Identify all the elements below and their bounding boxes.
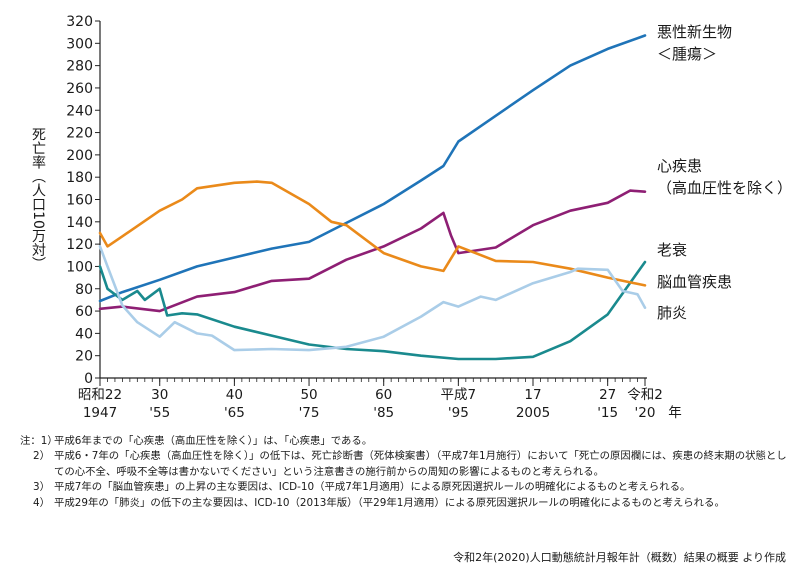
footnote-3: 3） 平成7年の「脳血管疾患」の上昇の主な要因は、ICD-10（平成7年1月適用… xyxy=(20,480,790,495)
y-tick-label: 0 xyxy=(84,371,93,387)
x-tick-label-era: 40 xyxy=(226,387,243,403)
footnote-1: 注：1） 平成6年までの「心疾患（高血圧性を除く）」は、「心疾患」である。 xyxy=(20,434,790,449)
y-tick-label: 160 xyxy=(66,193,93,209)
y-tick-label: 220 xyxy=(66,126,93,142)
x-tick-label-year: '95 xyxy=(448,405,469,421)
y-tick-label: 60 xyxy=(75,304,93,320)
footnote-2: 2） 平成6・7年の「心疾患（高血圧性を除く）」の低下は、死亡診断書（死体検案書… xyxy=(20,449,790,480)
footnote-1-marker: 注：1） xyxy=(20,435,58,447)
y-tick-label: 320 xyxy=(66,14,93,30)
y-tick-label: 120 xyxy=(66,237,93,253)
y-tick-label: 140 xyxy=(66,215,93,231)
footnote-1-text: 平成6年までの「心疾患（高血圧性を除く）」は、「心疾患」である。 xyxy=(54,435,373,447)
series-label-1: ＜腫瘍＞ xyxy=(657,45,717,63)
x-tick-label-year: '55 xyxy=(149,405,170,421)
x-tick-label-year: '20 xyxy=(635,405,656,421)
footnote-4: 4） 平成29年の「肺炎」の低下の主な要因は、ICD-10（2013年版）（平2… xyxy=(20,496,790,511)
y-tick-label: 200 xyxy=(66,148,93,164)
series-label-2: 心疾患 xyxy=(657,157,702,175)
x-tick-label-year: 1947 xyxy=(83,405,117,421)
y-axis-label: 死亡率（人口10万対） xyxy=(30,127,46,271)
series-label-3: 老衰 xyxy=(657,241,687,259)
footnote-2-marker: 2） xyxy=(32,450,50,463)
footnote-2-text: 平成6・7年の「心疾患（高血圧性を除く）」の低下は、死亡診断書（死体検案書）（平… xyxy=(54,450,787,478)
series-label-1: 悪性新生物 xyxy=(657,23,732,41)
y-tick-label: 40 xyxy=(75,326,93,342)
x-tick-label-era: 昭和22 xyxy=(78,387,122,403)
y-tick-label: 80 xyxy=(75,282,93,298)
x-tick-label-year: '15 xyxy=(597,405,618,421)
series-label-5: 肺炎 xyxy=(657,304,687,322)
series-label-2: （高血圧性を除く） xyxy=(657,179,792,197)
x-tick-label-era: 50 xyxy=(300,387,317,403)
series-line-3 xyxy=(98,260,647,361)
series-line-2 xyxy=(98,189,647,313)
footnote-3-marker: 3） xyxy=(32,481,50,494)
x-tick-label-era: 平成7 xyxy=(441,387,477,403)
x-tick-label-year: '65 xyxy=(224,405,245,421)
y-tick-label: 300 xyxy=(66,36,93,52)
x-tick-label-era: 60 xyxy=(375,387,392,403)
series-line-1 xyxy=(98,34,647,303)
x-axis-label: 年 xyxy=(668,405,682,421)
footnote-4-text: 平成29年の「肺炎」の低下の主な要因は、ICD-10（2013年版）（平29年1… xyxy=(54,496,725,509)
series-line-5 xyxy=(98,245,647,352)
source-citation: 令和2年(2020)人口動態統計月報年計（概数）結果の概要 より作成 xyxy=(453,551,786,564)
x-tick-label-era: 27 xyxy=(599,387,616,403)
footnote-4-marker: 4） xyxy=(32,496,50,509)
y-tick-label: 100 xyxy=(66,259,93,275)
series-label-4: 脳血管疾患 xyxy=(657,273,732,291)
line-chart: 0 20 40 60 80 100 120 140 160 180 200 220 240 260 280 3… xyxy=(30,14,792,421)
series-line-4 xyxy=(98,180,647,287)
footnote-3-text: 平成7年の「脳血管疾患」の上昇の主な要因は、ICD-10（平成7年1月適用）によ… xyxy=(54,481,691,494)
x-tick-label-era: 30 xyxy=(151,387,168,403)
y-tick-label: 240 xyxy=(66,103,93,119)
y-tick-label: 260 xyxy=(66,81,93,97)
x-tick-label-year: '85 xyxy=(373,405,394,421)
x-tick-label-era: 令和2 xyxy=(627,387,663,403)
x-tick-label-year: '75 xyxy=(299,405,320,421)
x-tick-label-year: 2005 xyxy=(516,405,550,421)
x-tick-label-era: 17 xyxy=(524,387,541,403)
y-tick-label: 180 xyxy=(66,170,93,186)
footnotes: 注：1） 平成6年までの「心疾患（高血圧性を除く）」は、「心疾患」である。 2）… xyxy=(20,434,790,511)
y-tick-label: 20 xyxy=(75,349,93,365)
y-tick-label: 280 xyxy=(66,59,93,75)
